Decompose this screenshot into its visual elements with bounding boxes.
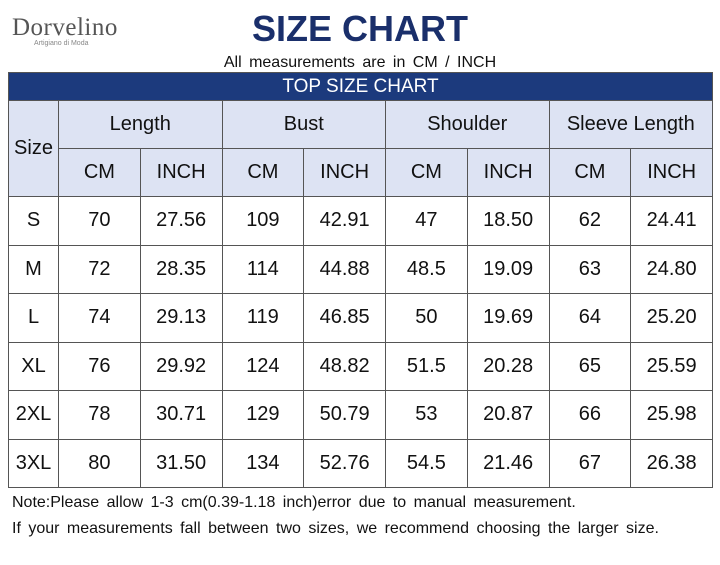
value-cell: 19.09 (466, 244, 550, 294)
unit-header: CM (58, 148, 141, 197)
table-row: TOP SIZE CHART (7, 72, 714, 101)
brand: Dorvelino Artigiano di Moda (12, 14, 118, 47)
value-cell: 51.5 (385, 341, 468, 391)
unit-header: CM (221, 148, 305, 197)
value-cell: 44.88 (303, 244, 386, 294)
table-row: L 74 29.13 119 46.85 50 19.69 64 25.20 (8, 293, 714, 343)
value-cell: 114 (221, 244, 305, 294)
table-row: S 70 27.56 109 42.91 47 18.50 62 24.41 (8, 196, 714, 246)
value-cell: 31.50 (139, 438, 223, 488)
value-cell: 109 (221, 196, 305, 246)
value-cell: 134 (221, 438, 305, 488)
subtitle: All measurements are in CM / INCH (223, 54, 497, 71)
table-row: M 72 28.35 114 44.88 48.5 19.09 63 24.80 (8, 244, 714, 294)
value-cell: 54.5 (385, 438, 468, 488)
value-cell: 62 (548, 196, 632, 246)
value-cell: 21.46 (466, 438, 550, 488)
value-cell: 72 (58, 244, 141, 294)
brand-name: Dorvelino (12, 14, 118, 41)
value-cell: 48.82 (303, 341, 386, 391)
value-cell: 119 (221, 293, 305, 343)
note: If your measurements fall between two si… (12, 520, 659, 537)
value-cell: 30.71 (139, 390, 223, 440)
value-cell: 29.13 (139, 293, 223, 343)
value-cell: 24.80 (630, 244, 714, 294)
value-cell: 80 (58, 438, 141, 488)
unit-header: CM (548, 148, 632, 197)
value-cell: 25.20 (630, 293, 714, 343)
value-cell: 28.35 (139, 244, 223, 294)
value-cell: 42.91 (303, 196, 386, 246)
value-cell: 20.87 (466, 390, 550, 440)
size-cell: XL (8, 341, 59, 391)
group-header: Bust (221, 100, 386, 149)
table-row: Size Length Bust Shoulder Sleeve Length (8, 100, 714, 197)
value-cell: 20.28 (466, 341, 550, 391)
value-cell: 70 (58, 196, 141, 246)
value-cell: 47 (385, 196, 468, 246)
table-row: 3XL 80 31.50 134 52.76 54.5 21.46 67 26.38 (8, 438, 714, 488)
value-cell: 74 (58, 293, 141, 343)
value-cell: 124 (221, 341, 305, 391)
unit-header: INCH (630, 148, 714, 197)
value-cell: 29.92 (139, 341, 223, 391)
table-title: TOP SIZE CHART (7, 72, 714, 101)
group-header: Shoulder (385, 100, 550, 149)
value-cell: 78 (58, 390, 141, 440)
value-cell: 66 (548, 390, 632, 440)
size-cell: S (8, 196, 59, 246)
unit-header: INCH (139, 148, 223, 197)
value-cell: 18.50 (466, 196, 550, 246)
value-cell: 76 (58, 341, 141, 391)
value-cell: 26.38 (630, 438, 714, 488)
value-cell: 25.59 (630, 341, 714, 391)
table-row: XL 76 29.92 124 48.82 51.5 20.28 65 25.59 (8, 341, 714, 391)
value-cell: 65 (548, 341, 632, 391)
value-cell: 50.79 (303, 390, 386, 440)
value-cell: 19.69 (466, 293, 550, 343)
value-cell: 129 (221, 390, 305, 440)
size-cell: M (8, 244, 59, 294)
note: Note:Please allow 1-3 cm(0.39-1.18 inch)… (12, 494, 576, 511)
size-cell: L (8, 293, 59, 343)
value-cell: 53 (385, 390, 468, 440)
group-header: Length (58, 100, 223, 149)
unit-header: CM (385, 148, 468, 197)
unit-header: INCH (466, 148, 550, 197)
table-row: 2XL 78 30.71 129 50.79 53 20.87 66 25.98 (8, 390, 714, 440)
size-header: Size (8, 100, 59, 197)
notes: Note:Please allow 1-3 cm(0.39-1.18 inch)… (12, 490, 702, 542)
value-cell: 50 (385, 293, 468, 343)
value-cell: 46.85 (303, 293, 386, 343)
table-row: CM INCH CM INCH CM INCH CM INCH (9, 148, 714, 197)
size-cell: 2XL (8, 390, 59, 440)
size-table: TOP SIZE CHART Size Length Bust Shoulder Slee… (7, 72, 714, 488)
brand-tagline: Artigiano di Moda (34, 40, 89, 47)
value-cell: 67 (548, 438, 632, 488)
unit-header: INCH (303, 148, 386, 197)
value-cell: 48.5 (385, 244, 468, 294)
value-cell: 24.41 (630, 196, 714, 246)
size-cell: 3XL (8, 438, 59, 488)
value-cell: 64 (548, 293, 632, 343)
value-cell: 27.56 (139, 196, 223, 246)
value-cell: 25.98 (630, 390, 714, 440)
group-header: Sleeve Length (548, 100, 714, 149)
title: SIZE CHART (252, 8, 468, 49)
value-cell: 63 (548, 244, 632, 294)
value-cell: 52.76 (303, 438, 386, 488)
